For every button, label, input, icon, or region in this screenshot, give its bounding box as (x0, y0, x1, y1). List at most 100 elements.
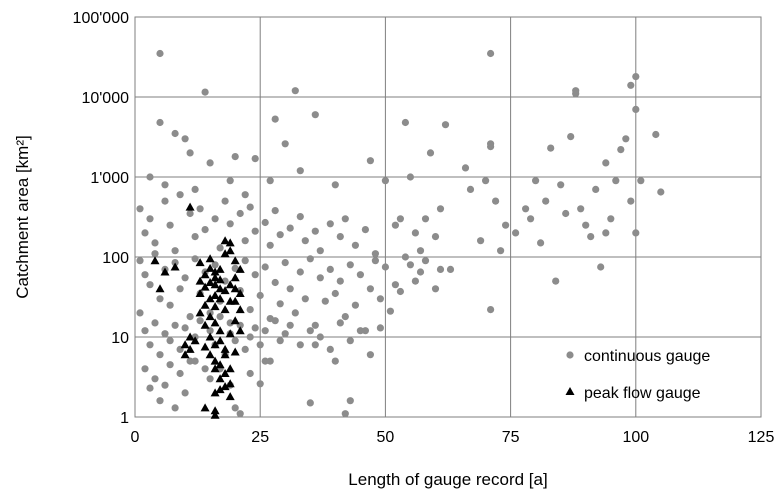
continuous-gauge-point (582, 221, 590, 229)
continuous-gauge-point (331, 289, 339, 298)
peak-flow-gauge-point (235, 305, 245, 314)
continuous-gauge-point (276, 231, 284, 239)
continuous-gauge-point (602, 229, 610, 237)
continuous-gauge-point (341, 313, 349, 321)
continuous-gauge-point (562, 209, 570, 218)
x-tick-label: 25 (251, 429, 269, 446)
continuous-gauge-point (341, 410, 349, 418)
peak-flow-gauge-point (225, 364, 235, 373)
continuous-gauge-point (141, 327, 149, 335)
peak-flow-gauge-point (185, 202, 195, 211)
continuous-gauge-point (176, 285, 184, 293)
continuous-gauge-point (241, 237, 249, 245)
continuous-gauge-point (146, 281, 154, 289)
continuous-gauge-point (191, 255, 199, 263)
continuous-gauge-point (376, 295, 384, 303)
continuous-gauge-point (572, 90, 580, 98)
continuous-gauge-point (567, 133, 575, 141)
continuous-gauge-point (537, 239, 545, 247)
continuous-gauge-point (236, 209, 244, 218)
y-axis-ticks: 1 10 100 1'000 10'000 100'000 (73, 10, 130, 427)
continuous-gauge-point (396, 215, 404, 223)
continuous-gauge-point (241, 191, 249, 199)
continuous-gauge-point (532, 177, 540, 185)
peak-flow-gauge-point (210, 302, 220, 311)
continuous-gauge-point (171, 404, 179, 412)
continuous-gauge-point (271, 207, 279, 215)
peak-flow-gauge-point (215, 374, 225, 383)
continuous-gauge-point (211, 215, 219, 223)
continuous-gauge-point (311, 341, 319, 349)
continuous-gauge-point (376, 324, 384, 332)
continuous-gauge-point (331, 357, 339, 365)
continuous-gauge-point (426, 149, 435, 157)
peak-flow-gauge-point (180, 340, 190, 349)
peak-flow-gauge-point (195, 289, 205, 297)
peak-flow-gauge-point (225, 392, 235, 401)
continuous-gauge-point (161, 381, 169, 389)
continuous-gauge-point (446, 265, 455, 273)
continuous-gauge-point (296, 213, 304, 221)
peak-flow-gauge-point (210, 406, 220, 415)
peak-flow-gauge-point (230, 284, 240, 293)
continuous-gauge-point (231, 264, 239, 272)
peak-flow-gauge-point (180, 350, 190, 359)
peak-flow-gauge-point (215, 284, 225, 293)
continuous-gauge-point (151, 239, 159, 247)
continuous-gauge-point (151, 375, 159, 383)
x-tick-label: 50 (377, 429, 395, 446)
plot-frame (134, 16, 762, 418)
continuous-gauge-point (161, 197, 169, 205)
continuous-gauge-point (191, 357, 199, 365)
continuous-gauge-point (436, 265, 445, 273)
continuous-gauge-point (286, 224, 294, 232)
continuous-gauge-point (351, 241, 359, 249)
continuous-gauge-point (216, 313, 224, 321)
continuous-gauge-point (406, 261, 414, 269)
continuous-gauge-point (487, 306, 495, 314)
continuous-gauge-point (391, 221, 399, 229)
peak-flow-gauge-point (205, 263, 215, 272)
peak-flow-gauge-point (200, 403, 210, 412)
continuous-gauge-point (156, 397, 164, 405)
peak-flow-gauge-point (230, 273, 240, 282)
continuous-gauge-point (231, 404, 239, 412)
continuous-gauge-point (391, 281, 399, 289)
continuous-gauge-point (146, 173, 154, 181)
peak-flow-gauge-point (215, 264, 225, 273)
continuous-gauge-point (386, 307, 394, 315)
continuous-gauge-point (181, 274, 189, 282)
peak-flow-gauge-point (170, 262, 180, 271)
continuous-gauge-point (181, 389, 189, 397)
continuous-gauge-point (326, 345, 334, 353)
continuous-gauge-point (351, 301, 359, 309)
continuous-gauge-point (366, 351, 374, 359)
continuous-gauge-point (306, 327, 314, 335)
continuous-gauge-point (261, 327, 269, 335)
continuous-gauge-point (281, 259, 289, 267)
peak-flow-gauge-point (220, 369, 230, 377)
continuous-gauge-point (612, 177, 620, 185)
peak-flow-gauge-point (200, 320, 210, 329)
y-tick-label: 100 (102, 250, 129, 267)
continuous-gauge-point (226, 177, 234, 185)
continuous-gauge-point (502, 221, 510, 229)
continuous-gauge-point (136, 257, 144, 265)
continuous-gauge-point (191, 233, 199, 241)
continuous-gauge-point (171, 129, 179, 138)
peak-flow-gauge-point (230, 296, 240, 305)
continuous-gauge-point (166, 221, 174, 229)
peak-flow-gauge-point (210, 273, 220, 282)
continuous-gauge-point (411, 277, 419, 285)
continuous-gauge-point (206, 375, 214, 383)
continuous-gauge-point (597, 263, 605, 271)
continuous-gauge-point (291, 309, 299, 317)
continuous-gauge-point (542, 197, 550, 205)
continuous-gauge-point (256, 291, 264, 300)
continuous-gauge-point (316, 274, 324, 282)
legend-marker-continuous (566, 351, 574, 359)
peak-flow-gauge-point (205, 254, 215, 263)
peak-flow-gauge-point (215, 294, 225, 303)
continuous-gauge-point (156, 351, 164, 359)
continuous-gauge-point (176, 369, 184, 378)
